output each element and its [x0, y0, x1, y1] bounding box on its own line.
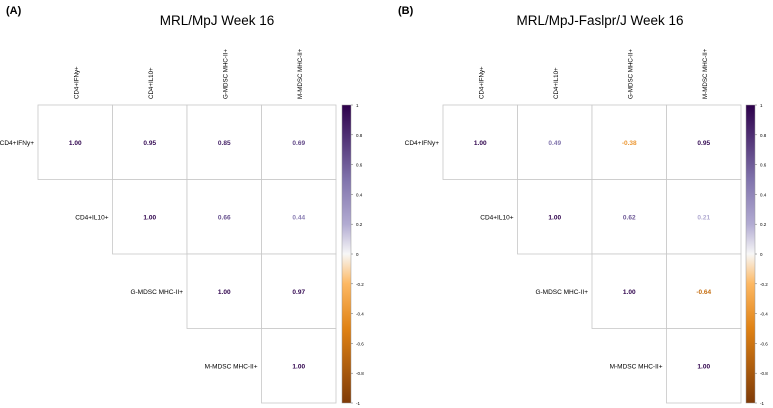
col-label: G-MDSC MHC-II+ [222, 49, 229, 99]
heatmap-cell [37, 104, 113, 180]
colorbar-tick-label: 0.2 [356, 222, 363, 227]
heatmap-cell [186, 253, 262, 329]
col-label: CD4+IFNy+ [73, 66, 80, 99]
col-label: CD4+IFNy+ [478, 66, 485, 99]
colorbar-tick-label: -0.4 [760, 312, 768, 317]
colorbar-tick-label: -0.6 [356, 341, 364, 346]
colorbar-tick-label: -0.2 [760, 282, 768, 287]
row-label: CD4+IFNy+ [405, 140, 440, 147]
colorbar-tick-label: 0.4 [760, 192, 767, 197]
heatmap-cell [261, 104, 337, 180]
row-label: CD4+IFNy+ [0, 140, 34, 147]
heatmap-cell [517, 104, 593, 180]
panel-a-title: MRL/MpJ Week 16 [160, 13, 275, 28]
colorbar-tick-label: 0 [356, 252, 359, 257]
heatmap-cell [261, 328, 337, 404]
cell-value: 0.21 [697, 214, 710, 221]
cell-value: 1.00 [143, 214, 156, 221]
cell-value: 0.95 [697, 140, 710, 147]
colorbar-tick-label: 0.2 [760, 222, 767, 227]
cell-value: 1.00 [697, 363, 710, 370]
heatmap-cell [112, 179, 188, 255]
col-label: M-MDSC MHC-II+ [297, 48, 304, 99]
cell-value: 0.49 [548, 140, 561, 147]
colorbar-tick-label: -0.2 [356, 282, 364, 287]
col-label: CD4+IL10+ [148, 67, 155, 99]
colorbar-tick-label: 0 [760, 252, 763, 257]
cell-value: -0.64 [696, 289, 711, 296]
heatmap-cell [186, 104, 262, 180]
row-label: M-MDSC MHC-II+ [610, 363, 663, 370]
panel-b-label: (B) [398, 5, 414, 17]
cell-value: 1.00 [69, 140, 82, 147]
row-label: CD4+IL10+ [480, 214, 513, 221]
cell-value: 0.62 [623, 214, 636, 221]
col-label: M-MDSC MHC-II+ [702, 48, 709, 99]
heatmap-cell [666, 104, 742, 180]
colorbar-tick-label: -0.8 [760, 371, 768, 376]
colorbar-tick-label: 0.6 [760, 163, 767, 168]
cell-value: 1.00 [292, 363, 305, 370]
colorbar-tick-label: 1 [760, 103, 763, 108]
colorbar-tick-label: -0.6 [760, 341, 768, 346]
heatmap-cell [591, 179, 667, 255]
cell-value: 0.44 [292, 214, 305, 221]
col-label: G-MDSC MHC-II+ [627, 49, 634, 99]
heatmap-cell [591, 104, 667, 180]
colorbar-tick-label: 0.8 [760, 133, 767, 138]
row-label: CD4+IL10+ [75, 214, 108, 221]
colorbar-tick-label: 0.8 [356, 133, 363, 138]
cell-value: 0.95 [143, 140, 156, 147]
panel-b-colorbar: 1 0.8 0.6 0.4 0.2 0 -0.2 -0.4 -0.6 -0.8 -1 [745, 103, 768, 406]
panel-a-label: (A) [6, 5, 22, 17]
colorbar-tick-label: 0.4 [356, 192, 363, 197]
colorbar-tick-label: -1 [356, 401, 360, 406]
cell-value: 0.66 [218, 214, 231, 221]
heatmap-cell [666, 253, 742, 329]
colorbar-gradient [745, 104, 756, 404]
cell-value: 0.85 [218, 140, 231, 147]
heatmap-cell [517, 179, 593, 255]
heatmap-cell [666, 179, 742, 255]
panel-a-colorbar: 1 0.8 0.6 0.4 0.2 0 -0.2 -0.4 -0.6 -0.8 -1 [341, 103, 364, 406]
cell-value: 1.00 [218, 289, 231, 296]
row-label: M-MDSC MHC-II+ [205, 363, 258, 370]
cell-value: 1.00 [548, 214, 561, 221]
heatmap-cell [112, 104, 188, 180]
colorbar-tick-label: -0.4 [356, 312, 364, 317]
colorbar-tick-label: -0.8 [356, 371, 364, 376]
colorbar-tick-label: 1 [356, 103, 359, 108]
colorbar-gradient [341, 104, 352, 404]
colorbar-tick-label: 0.6 [356, 163, 363, 168]
panel-a: (A) MRL/MpJ Week 16 CD4+IFNy+ CD4+IL10+ G-… [0, 5, 364, 406]
panel-b: (B) MRL/MpJ-Faslpr/J Week 16 CD4+IFNy+ CD… [398, 5, 768, 406]
cell-value: -0.38 [622, 140, 637, 147]
cell-value: 0.97 [292, 289, 305, 296]
cell-value: 1.00 [623, 289, 636, 296]
heatmap-cell [666, 328, 742, 404]
heatmap-cell [186, 179, 262, 255]
row-label: G-MDSC MHC-II+ [130, 289, 183, 296]
colorbar-tick-label: -1 [760, 401, 764, 406]
heatmap-cell [442, 104, 518, 180]
panel-b-title: MRL/MpJ-Faslpr/J Week 16 [516, 13, 683, 28]
cell-value: 1.00 [474, 140, 487, 147]
col-label: CD4+IL10+ [553, 67, 560, 99]
cell-value: 0.69 [292, 140, 305, 147]
row-label: G-MDSC MHC-II+ [535, 289, 588, 296]
heatmap-cell [591, 253, 667, 329]
